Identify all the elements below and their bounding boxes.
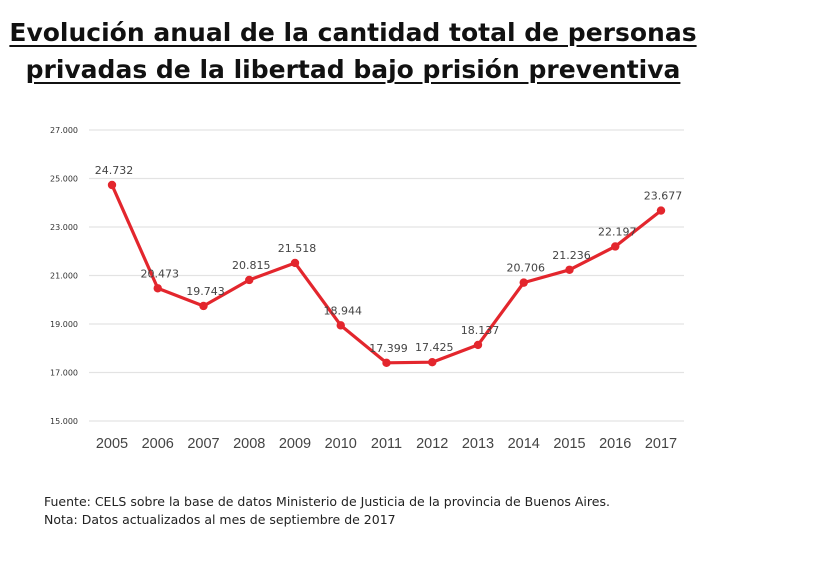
data-label: 22.197 <box>598 225 637 238</box>
x-tick-label: 2012 <box>416 436 448 452</box>
data-label: 24.732 <box>95 164 134 177</box>
x-tick-label: 2015 <box>553 436 585 452</box>
data-label: 21.236 <box>552 249 591 262</box>
y-tick-label: 27.000 <box>50 126 78 135</box>
data-point <box>336 321 345 330</box>
source-note: Fuente: CELS sobre la base de datos Mini… <box>44 494 610 509</box>
data-point <box>290 258 300 268</box>
y-tick-label: 19.000 <box>50 320 78 329</box>
data-label: 23.677 <box>644 190 683 203</box>
y-tick-label: 23.000 <box>50 223 78 232</box>
data-label: 20.815 <box>232 259 271 272</box>
data-point <box>611 242 620 251</box>
y-tick-label: 21.000 <box>50 272 78 281</box>
x-tick-label: 2005 <box>96 436 128 452</box>
y-tick-label: 15.000 <box>50 417 78 426</box>
data-note: Nota: Datos actualizados al mes de septi… <box>44 512 396 527</box>
title-line-1: Evolución anual de la cantidad total de … <box>9 18 697 47</box>
data-label: 20.706 <box>507 262 546 275</box>
x-tick-label: 2010 <box>325 436 357 452</box>
x-tick-label: 2008 <box>233 436 265 452</box>
x-tick-label: 2013 <box>462 436 494 452</box>
data-label: 20.473 <box>141 267 180 280</box>
data-label: 17.425 <box>415 341 454 354</box>
data-point <box>428 357 437 367</box>
x-tick-label: 2007 <box>187 436 219 452</box>
title-line-2: privadas de la libertad bajo prisión pre… <box>25 55 681 84</box>
data-label: 21.518 <box>278 242 317 255</box>
x-tick-label: 2006 <box>142 436 174 452</box>
data-point <box>245 275 254 285</box>
chart-title: Evolución anual de la cantidad total de … <box>0 14 706 88</box>
data-point <box>565 265 574 274</box>
x-tick-label: 2009 <box>279 436 311 452</box>
x-tick-label: 2016 <box>599 436 631 452</box>
data-label: 17.399 <box>369 342 408 355</box>
x-tick-label: 2011 <box>371 436 402 452</box>
x-tick-label: 2017 <box>645 436 677 452</box>
y-tick-label: 25.000 <box>50 175 78 184</box>
data-point <box>153 284 162 293</box>
x-tick-label: 2014 <box>508 436 540 452</box>
data-point <box>382 358 391 368</box>
data-label: 18.137 <box>461 324 500 337</box>
data-point <box>473 340 483 350</box>
series-line <box>110 184 662 365</box>
data-point <box>519 278 528 287</box>
y-tick-label: 17.000 <box>50 369 78 378</box>
data-point <box>656 206 666 215</box>
data-label: 18.944 <box>324 304 363 317</box>
data-point <box>107 180 117 190</box>
data-label: 19.743 <box>186 285 225 298</box>
data-point <box>199 301 208 311</box>
